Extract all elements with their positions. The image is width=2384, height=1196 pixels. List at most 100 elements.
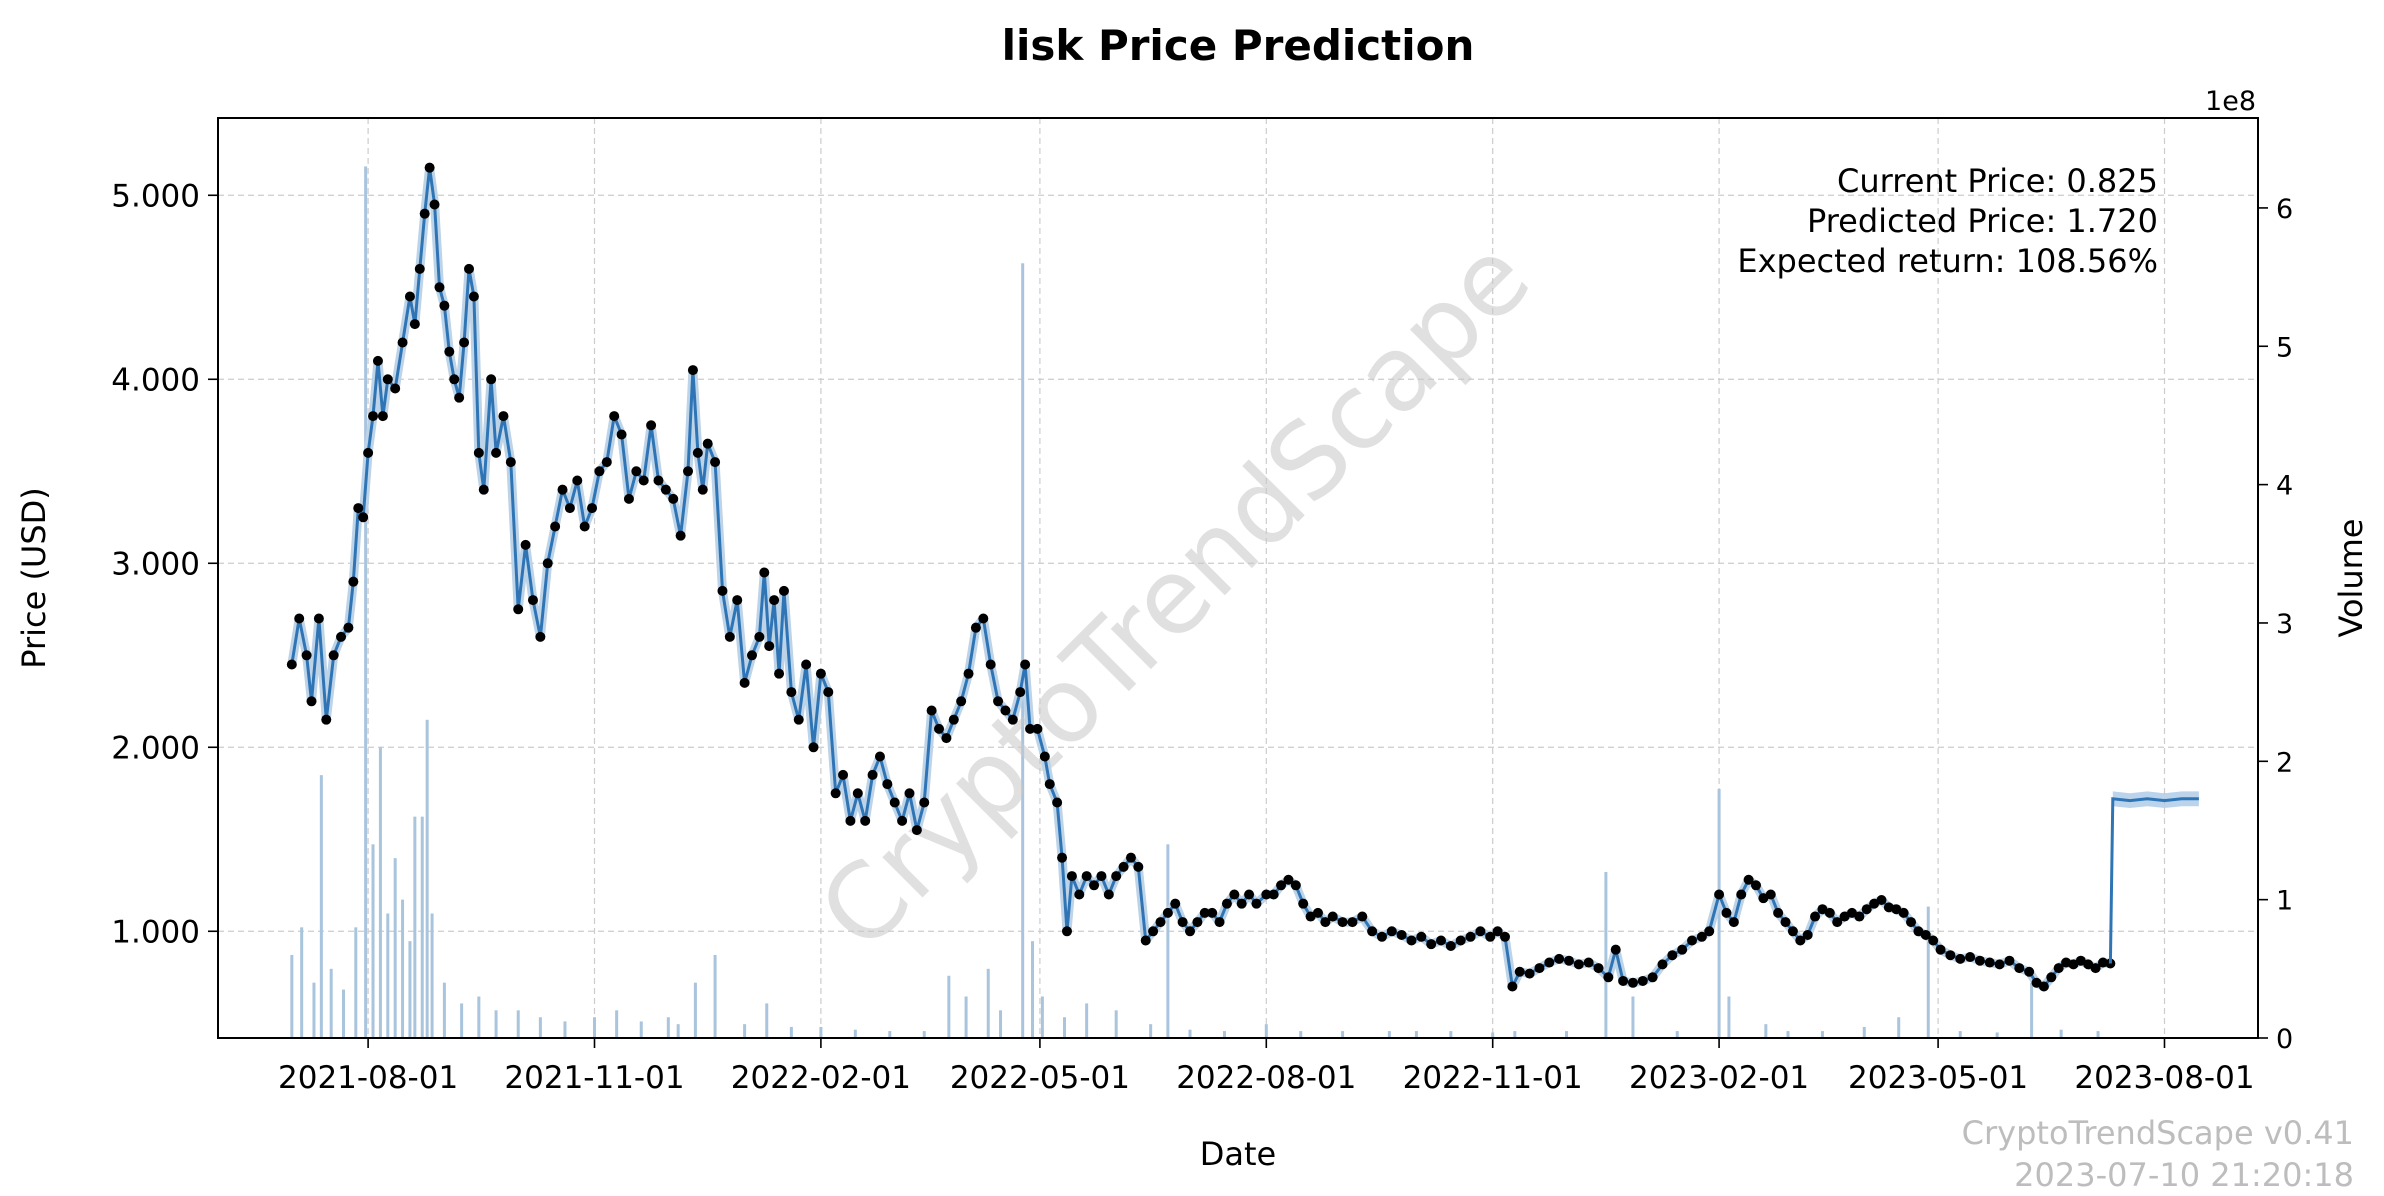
price-point — [1765, 889, 1776, 900]
price-point — [623, 493, 634, 504]
price-point — [601, 457, 612, 468]
price-point — [1133, 861, 1144, 872]
price-point — [454, 392, 465, 403]
volume-bar — [1491, 1032, 1495, 1038]
price-point — [1514, 966, 1525, 977]
price-point — [1089, 880, 1100, 891]
price-point — [1081, 871, 1092, 882]
price-point — [808, 742, 819, 753]
volume-bar — [1166, 844, 1170, 1038]
price-point — [2038, 981, 2049, 992]
price-point — [1824, 907, 1835, 918]
price-point — [579, 521, 590, 532]
price-point — [660, 484, 671, 495]
price-point — [1898, 907, 1909, 918]
x-tick-label: 2023-08-01 — [2074, 1060, 2254, 1096]
volume-bar — [1958, 1031, 1962, 1038]
price-point — [464, 263, 475, 274]
volume-bar — [1114, 1010, 1118, 1038]
price-point — [948, 714, 959, 725]
volume-bar — [1604, 871, 1608, 1038]
price-point — [1920, 929, 1931, 940]
price-point — [764, 641, 775, 652]
price-point — [372, 355, 383, 366]
price-point — [631, 466, 642, 477]
price-point — [1618, 975, 1629, 986]
price-point — [2075, 955, 2086, 966]
volume-bar — [477, 996, 481, 1038]
price-point — [336, 631, 347, 642]
price-point — [1320, 917, 1331, 928]
volume-bar — [319, 775, 323, 1038]
price-point — [1066, 871, 1077, 882]
x-tick-label: 2021-08-01 — [278, 1060, 458, 1096]
price-point — [2031, 977, 2042, 988]
price-point — [301, 650, 312, 661]
price-point — [348, 576, 359, 587]
price-point — [1465, 931, 1476, 942]
price-point — [860, 815, 871, 826]
price-point — [542, 558, 553, 569]
price-point — [697, 484, 708, 495]
price-point — [830, 788, 841, 799]
price-point — [286, 659, 297, 670]
price-point — [717, 585, 728, 596]
price-point — [1032, 723, 1043, 734]
price-point — [616, 429, 627, 440]
x-tick-label: 2021-11-01 — [504, 1060, 684, 1096]
price-point — [1928, 935, 1939, 946]
price-point — [1221, 898, 1232, 909]
price-point — [852, 788, 863, 799]
price-point — [1861, 904, 1872, 915]
volume-bar — [999, 1010, 1003, 1038]
price-point — [769, 595, 780, 606]
price-point — [1057, 852, 1068, 863]
volume-bar — [329, 968, 333, 1038]
price-point — [1667, 950, 1678, 961]
price-point — [404, 291, 415, 302]
price-point — [1563, 955, 1574, 966]
price-point — [587, 503, 598, 514]
price-point — [2097, 957, 2108, 968]
price-point — [668, 493, 679, 504]
price-point — [1118, 861, 1129, 872]
price-point — [1025, 723, 1036, 734]
price-point — [1337, 917, 1348, 928]
price-point — [1736, 889, 1747, 900]
price-point — [963, 668, 974, 679]
price-point — [1758, 893, 1769, 904]
price-point — [926, 705, 937, 716]
y-tick-label: 3.000 — [111, 546, 200, 582]
price-point — [889, 797, 900, 808]
volume-bar — [420, 816, 424, 1038]
price-point — [687, 365, 698, 376]
price-point — [845, 815, 856, 826]
price-point — [343, 622, 354, 633]
price-point — [867, 769, 878, 780]
price-point — [1714, 889, 1725, 900]
volume-bar — [538, 1017, 542, 1038]
volume-bar — [1149, 1024, 1153, 1038]
price-point — [1074, 889, 1085, 900]
price-point — [1627, 977, 1638, 988]
price-point — [513, 604, 524, 615]
volume-bar — [666, 1017, 670, 1038]
price-point — [1140, 935, 1151, 946]
price-point — [1984, 957, 1995, 968]
plot-frame — [217, 117, 2259, 1039]
right-axis-label: Volume — [2332, 518, 2370, 637]
price-point — [801, 659, 812, 670]
price-point — [1534, 963, 1545, 974]
price-point — [1485, 931, 1496, 942]
x-tick-label: 2022-11-01 — [1403, 1060, 1583, 1096]
price-point — [970, 622, 981, 633]
price-point — [1357, 911, 1368, 922]
x-tick-label: 2022-05-01 — [950, 1060, 1130, 1096]
volume-bar — [563, 1021, 567, 1038]
volume-bar — [430, 913, 434, 1038]
price-point — [1305, 911, 1316, 922]
price-point — [505, 457, 516, 468]
prediction-line — [2108, 797, 2199, 964]
volume-bar — [290, 954, 294, 1038]
